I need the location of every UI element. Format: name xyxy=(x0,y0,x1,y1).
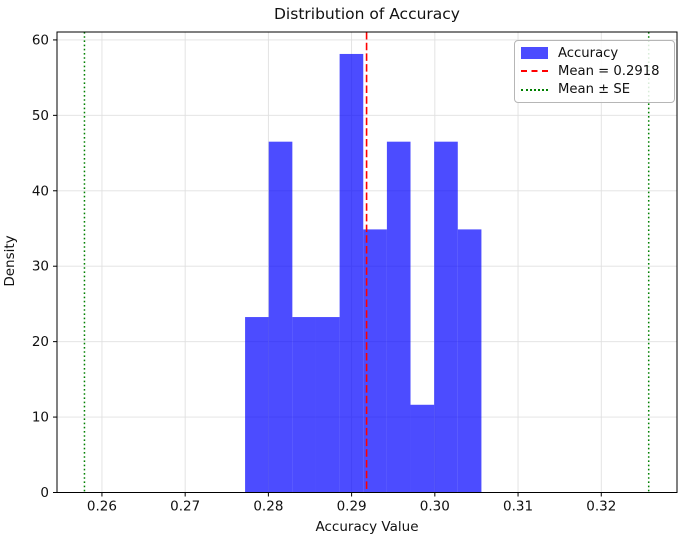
y-tick-label: 50 xyxy=(32,108,49,124)
x-tick-label: 0.27 xyxy=(170,499,200,515)
axes-spines xyxy=(56,31,678,493)
x-tick-label: 0.31 xyxy=(503,499,533,515)
histogram-bar xyxy=(386,141,411,493)
histogram-bar xyxy=(245,317,269,493)
legend-entry: Mean ± SE xyxy=(521,81,668,99)
legend-label: Mean ± SE xyxy=(558,82,631,98)
y-tick-label: 40 xyxy=(32,183,49,199)
histogram-bar xyxy=(434,141,458,493)
histogram-bar xyxy=(410,404,435,493)
y-tick-label: 30 xyxy=(32,259,49,275)
y-axis-label: Density xyxy=(2,235,18,287)
y-tick-label: 10 xyxy=(32,410,49,426)
histogram-bar xyxy=(315,317,340,493)
legend-label: Mean = 0.2918 xyxy=(558,63,660,79)
legend-entry: Accuracy xyxy=(521,44,668,62)
x-tick-label: 0.29 xyxy=(337,499,367,515)
legend-entry: Mean = 0.2918 xyxy=(521,62,668,80)
y-tick-label: 20 xyxy=(32,334,49,350)
histogram-bar xyxy=(292,317,316,493)
y-tick-label: 60 xyxy=(32,32,49,48)
histogram-bar xyxy=(363,229,387,493)
x-tick-label: 0.26 xyxy=(87,499,117,515)
histogram-bar xyxy=(268,141,293,493)
x-axis-label: Accuracy Value xyxy=(315,519,419,535)
chart-title: Distribution of Accuracy xyxy=(274,5,460,23)
x-tick-label: 0.30 xyxy=(420,499,450,515)
legend-swatch-dashed-line xyxy=(521,70,548,73)
legend: Accuracy Mean = 0.2918 Mean ± SE xyxy=(514,40,675,103)
x-tick-label: 0.32 xyxy=(586,499,616,515)
legend-label: Accuracy xyxy=(558,45,619,61)
legend-swatch-patch xyxy=(521,47,548,60)
x-tick-label: 0.28 xyxy=(253,499,283,515)
histogram-bar xyxy=(339,53,364,493)
y-tick-label: 0 xyxy=(40,485,49,501)
legend-swatch-dotted-line xyxy=(521,88,548,91)
histogram-bar xyxy=(457,229,482,493)
